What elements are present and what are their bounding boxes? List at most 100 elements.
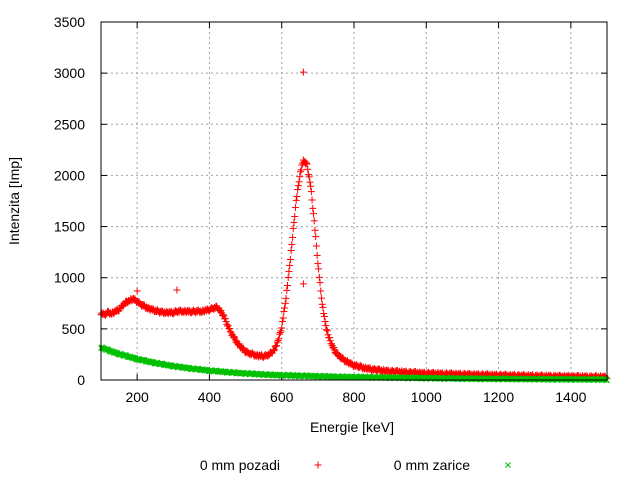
data-point — [285, 267, 293, 275]
data-points — [97, 68, 611, 384]
y-tick-label: 3000 — [54, 65, 85, 81]
y-axis-label: Intenzita [Imp] — [6, 157, 22, 245]
data-point-interp — [313, 251, 321, 259]
data-point-interp — [291, 213, 299, 221]
data-point-interp — [308, 196, 316, 204]
x-axis-label: Energie [keV] — [310, 419, 394, 435]
data-point-interp — [316, 279, 324, 287]
x-tick-label: 1200 — [483, 389, 514, 405]
data-point-interp — [325, 334, 333, 342]
outlier-point — [173, 286, 181, 294]
data-point-interp — [322, 322, 330, 330]
legend-marker-pozadi — [314, 461, 322, 469]
data-point-interp — [282, 294, 290, 302]
data-point-interp — [276, 329, 284, 337]
data-point-interp — [324, 331, 332, 339]
data-point — [292, 196, 300, 204]
data-point — [296, 173, 304, 181]
data-point-interp — [230, 333, 238, 341]
data-point-interp — [291, 204, 299, 212]
y-tick-label: 1500 — [54, 219, 85, 235]
x-tick-label: 800 — [342, 389, 366, 405]
data-point-interp — [297, 166, 305, 174]
data-point-interp — [305, 173, 313, 181]
y-tick-label: 0 — [77, 372, 85, 388]
data-point — [314, 260, 322, 268]
data-point-interp — [283, 286, 291, 294]
data-point-interp — [219, 311, 227, 319]
outlier-point — [133, 287, 141, 295]
data-point-interp — [310, 210, 318, 218]
y-tick-label: 2500 — [54, 116, 85, 132]
data-point-interp — [287, 247, 295, 255]
data-point-interp — [273, 342, 281, 350]
legend-marker-zarice — [505, 462, 511, 468]
x-tick-label: 600 — [270, 389, 294, 405]
data-point-interp — [320, 310, 328, 318]
data-point — [281, 299, 289, 307]
data-point-interp — [318, 300, 326, 308]
axis-ticks: 200 400 600 800 1000 1200 1400 0 500 1000 1500 2000… — [54, 14, 607, 405]
data-point-interp — [302, 159, 310, 167]
data-point-interp — [284, 274, 292, 282]
legend-marker-cross — [505, 462, 511, 468]
data-point — [278, 324, 286, 332]
x-tick-label: 1400 — [555, 389, 586, 405]
data-point-interp — [273, 338, 281, 346]
data-point-interp — [309, 204, 317, 212]
data-point-interp — [283, 281, 291, 289]
data-point — [317, 294, 325, 302]
data-point-interp — [293, 192, 301, 200]
data-point-interp — [223, 320, 231, 328]
plot-border — [100, 21, 608, 381]
legend-marker-plus — [314, 461, 322, 469]
x-tick-label: 400 — [198, 389, 222, 405]
data-point — [307, 182, 315, 190]
data-point-interp — [304, 165, 312, 173]
y-tick-label: 2000 — [54, 167, 85, 183]
data-point-interp — [312, 242, 320, 250]
data-point-interp — [286, 256, 294, 264]
data-point — [274, 337, 282, 345]
data-point-interp — [317, 287, 325, 295]
data-point-interp — [320, 313, 328, 321]
data-point-interp — [222, 317, 230, 325]
data-point-interp — [277, 327, 285, 335]
data-point-interp — [319, 303, 327, 311]
data-point-interp — [315, 273, 323, 281]
data-point — [303, 160, 311, 168]
x-tick-label: 200 — [125, 389, 149, 405]
data-point-interp — [270, 347, 278, 355]
data-point-interp — [276, 330, 284, 338]
legend-label-zarice: 0 mm zarice — [394, 457, 470, 473]
data-point-interp — [290, 218, 298, 226]
data-point-interp — [312, 233, 320, 241]
y-tick-label: 3500 — [54, 14, 85, 30]
data-point-interp — [221, 315, 229, 323]
data-point-interp — [281, 304, 289, 312]
data-point-interp — [226, 324, 234, 332]
data-point-interp — [275, 335, 283, 343]
outlier-point — [299, 68, 307, 76]
outlier-point — [299, 280, 307, 288]
data-point-interp — [286, 261, 294, 269]
data-point-interp — [311, 226, 319, 234]
grid — [101, 22, 607, 380]
data-point-interp — [323, 326, 331, 334]
data-point-interp — [297, 168, 305, 176]
data-point-interp — [278, 317, 286, 325]
y-tick-label: 500 — [62, 321, 86, 337]
data-point-interp — [315, 265, 323, 273]
data-point-interp — [279, 314, 287, 322]
legend-label-pozadi: 0 mm pozadi — [200, 457, 280, 473]
data-point — [310, 217, 318, 225]
data-point-interp — [294, 182, 302, 190]
x-tick-label: 1000 — [411, 389, 442, 405]
data-point — [270, 346, 278, 354]
legend: 0 mm pozadi 0 mm zarice — [200, 457, 511, 473]
data-point-interp — [323, 327, 331, 335]
series-0 — [97, 68, 611, 382]
data-point — [321, 317, 329, 325]
y-tick-label: 1000 — [54, 270, 85, 286]
